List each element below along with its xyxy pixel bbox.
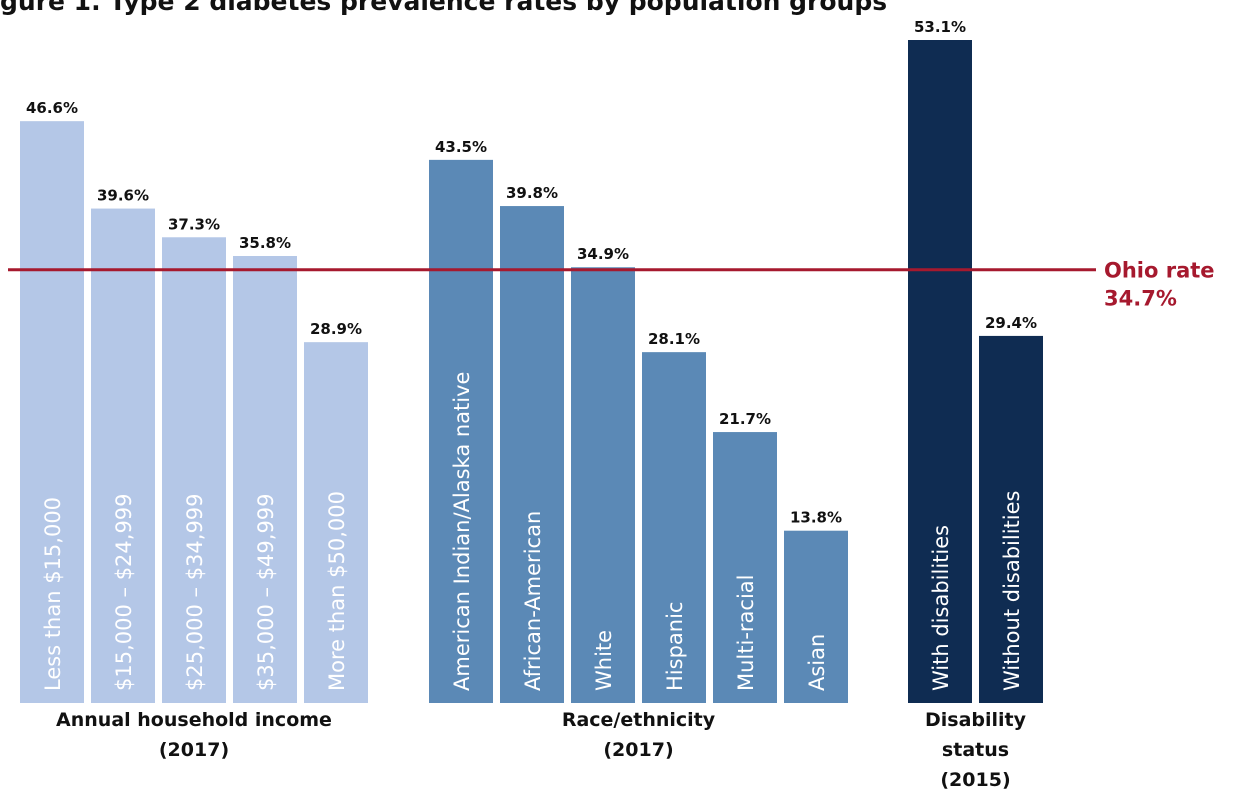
bar	[20, 121, 84, 703]
bar-category-label: Asian	[805, 634, 829, 691]
bar-value-label: 46.6%	[26, 99, 78, 117]
bar	[500, 206, 564, 704]
bar-category-label: $25,000 – $34,999	[183, 493, 207, 691]
bar-category-label: American Indian/Alaska native	[450, 372, 474, 691]
bar-category-label: White	[592, 630, 616, 691]
group-label: Disability	[925, 709, 1027, 731]
bar-category-label: Hispanic	[663, 602, 687, 691]
group-label: Race/ethnicity	[562, 709, 716, 731]
bar-value-label: 28.9%	[310, 320, 362, 338]
bar-category-label: $15,000 – $24,999	[112, 493, 136, 691]
bar	[304, 342, 368, 703]
group-label: Annual household income	[56, 709, 332, 731]
bar-category-label: Without disabilities	[1000, 491, 1024, 691]
group-label: status	[942, 739, 1009, 761]
group-label: (2015)	[940, 769, 1010, 791]
bar	[162, 237, 226, 703]
group-label: (2017)	[603, 739, 673, 761]
chart-title: gure 1. Type 2 diabetes prevalence rates…	[0, 0, 888, 16]
bar-value-label: 34.9%	[577, 245, 629, 263]
bar-value-label: 39.6%	[97, 187, 149, 205]
bar	[784, 530, 848, 703]
bar-value-label: 37.3%	[168, 215, 220, 233]
bar-category-label: $35,000 – $49,999	[254, 493, 278, 691]
bar	[908, 40, 972, 703]
bar-value-label: 53.1%	[914, 18, 966, 36]
bar-category-label: Multi-racial	[734, 575, 758, 692]
bar	[713, 432, 777, 703]
bar-value-label: 39.8%	[506, 184, 558, 202]
bar	[91, 208, 155, 703]
ohio-rate-label: Ohio rate	[1104, 259, 1215, 283]
bar	[571, 267, 635, 703]
bar-category-label: African-American	[521, 511, 545, 691]
group-label: (2017)	[159, 739, 229, 761]
bar-category-label: Less than $15,000	[41, 497, 65, 691]
bar	[233, 256, 297, 703]
bar-value-label: 21.7%	[719, 410, 771, 428]
bar	[979, 335, 1043, 703]
bar-category-label: More than $50,000	[325, 491, 349, 691]
bar-value-label: 13.8%	[790, 509, 842, 527]
bar-value-label: 35.8%	[239, 234, 291, 252]
bar	[642, 352, 706, 703]
bar-value-label: 28.1%	[648, 330, 700, 348]
bar	[429, 159, 493, 704]
bar-category-label: With disabilities	[929, 525, 953, 691]
bar-value-label: 29.4%	[985, 314, 1037, 332]
bar-value-label: 43.5%	[435, 138, 487, 156]
ohio-rate-value: 34.7%	[1104, 287, 1177, 311]
